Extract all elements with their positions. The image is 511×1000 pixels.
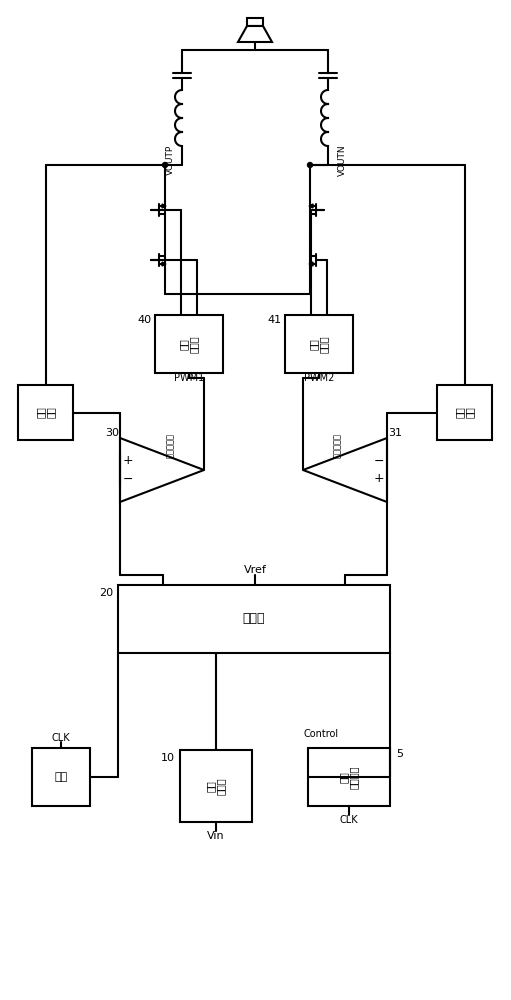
- Circle shape: [308, 162, 313, 167]
- Bar: [437, 385, 492, 440]
- Text: Vin: Vin: [207, 831, 225, 841]
- Text: 网络: 网络: [45, 407, 56, 418]
- Bar: [155, 315, 223, 373]
- Polygon shape: [238, 26, 272, 42]
- Text: 40: 40: [138, 315, 152, 325]
- Text: 驱动器: 驱动器: [319, 335, 329, 353]
- Text: −: −: [123, 473, 133, 486]
- Text: 方波: 方波: [54, 772, 67, 782]
- Text: CLK: CLK: [52, 733, 71, 743]
- Text: 第一: 第一: [179, 338, 189, 350]
- Polygon shape: [162, 204, 166, 208]
- Bar: [118, 585, 390, 653]
- Text: CLK: CLK: [340, 815, 358, 825]
- Text: 积分器: 积分器: [243, 612, 265, 626]
- Text: PWM2: PWM2: [304, 373, 334, 383]
- Text: 20: 20: [99, 588, 113, 598]
- Text: Control: Control: [303, 729, 338, 739]
- Polygon shape: [309, 262, 313, 266]
- Text: PWM1: PWM1: [174, 373, 204, 383]
- Text: VOUTP: VOUTP: [166, 145, 174, 175]
- Text: 第二比较器: 第二比较器: [333, 434, 341, 458]
- Text: 第二: 第二: [309, 338, 319, 350]
- Bar: [308, 748, 390, 806]
- Polygon shape: [309, 204, 313, 208]
- Text: 网络: 网络: [464, 407, 475, 418]
- Text: +: +: [123, 454, 133, 468]
- Polygon shape: [120, 438, 204, 502]
- Text: +: +: [374, 473, 384, 486]
- Text: 前置: 前置: [206, 780, 216, 792]
- Bar: [32, 748, 90, 806]
- Bar: [18, 385, 73, 440]
- Circle shape: [162, 162, 168, 167]
- Text: 30: 30: [105, 428, 119, 438]
- Text: 压控: 压控: [339, 771, 349, 783]
- Bar: [247, 18, 263, 26]
- Text: VOUTN: VOUTN: [337, 144, 346, 176]
- Text: −: −: [374, 454, 384, 468]
- Text: 反馈: 反馈: [454, 407, 464, 418]
- Text: 延时电路: 延时电路: [349, 765, 359, 789]
- Text: 第一比较器: 第一比较器: [166, 434, 174, 458]
- Polygon shape: [162, 262, 166, 266]
- Text: 反馈: 反馈: [35, 407, 45, 418]
- Bar: [285, 315, 353, 373]
- Bar: [180, 750, 252, 822]
- Text: 放大器: 放大器: [216, 777, 226, 795]
- Text: 5: 5: [396, 749, 403, 759]
- Text: 41: 41: [268, 315, 282, 325]
- Text: 31: 31: [388, 428, 402, 438]
- Polygon shape: [303, 438, 387, 502]
- Text: 10: 10: [161, 753, 175, 763]
- Text: 驱动器: 驱动器: [189, 335, 199, 353]
- Text: Vref: Vref: [244, 565, 266, 575]
